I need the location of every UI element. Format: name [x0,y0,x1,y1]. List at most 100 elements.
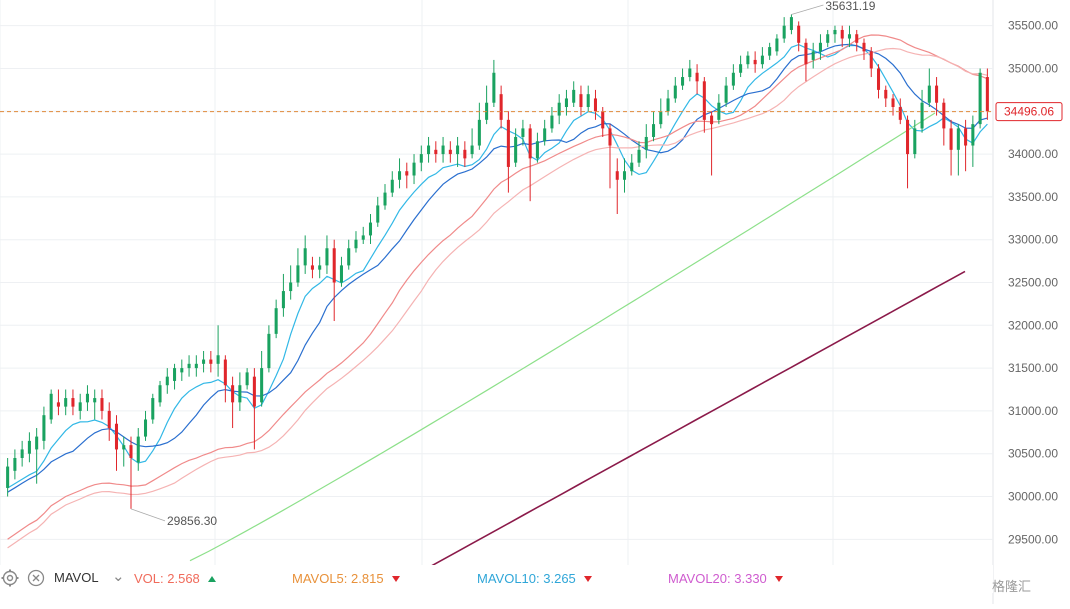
candle-body [180,368,184,373]
candle-body [434,149,438,155]
candle-body [949,128,953,150]
candle-body [419,154,423,163]
vol-label: VOL: [134,571,164,586]
candle-body [49,393,53,420]
candle-body [35,436,39,450]
candle-body [376,205,380,223]
candle-body [673,85,677,99]
candle-body [956,128,960,150]
candle-body [296,265,300,283]
candle-body [593,98,597,112]
mavol5-indicator: MAVOL5: 2.815 [292,571,401,586]
candle-body [702,81,706,120]
candles-layer [6,14,989,509]
chevron-down-icon[interactable]: ⌄ [112,568,125,585]
mavol10-label: MAVOL10: [477,571,540,586]
y-tick-label: 30000.00 [1008,490,1058,504]
candle-body [586,94,590,108]
mavol20-indicator: MAVOL20: 3.330 [668,571,784,586]
candle-body [521,128,525,137]
mavol5-value: 2.815 [351,571,384,586]
candle-body [470,145,474,155]
candle-body [122,445,126,450]
candle-body [245,372,249,386]
y-tick-label: 35500.00 [1008,19,1058,33]
candle-body [202,359,206,364]
candle-body [971,124,975,146]
candle-body [93,398,97,403]
candle-body [260,368,264,403]
candle-body [427,145,431,155]
candle-body [412,162,416,176]
high-label: 35631.19 [825,0,875,13]
candle-body [267,333,271,369]
y-tick-label: 31000.00 [1008,404,1058,418]
candle-body [920,102,924,129]
y-tick-label: 29500.00 [1008,532,1058,546]
close-icon[interactable] [27,569,45,590]
candle-body [216,355,220,364]
candle-body [935,85,939,103]
candle-body [281,291,285,309]
candle-body [898,107,902,120]
candle-body [143,419,148,437]
candle-body [136,436,140,463]
candle-body [310,265,314,270]
candle-body [608,128,612,146]
candle-body [760,55,764,65]
candle-body [85,393,89,403]
candle-body [572,89,576,103]
candle-body [13,457,17,471]
y-tick-label: 33500.00 [1008,190,1058,204]
ma-line [189,112,936,562]
watermark-logo: 格隆汇 [992,576,1031,595]
candle-body [158,385,162,403]
candle-body [383,192,387,206]
mavol20-label: MAVOL20: [668,571,731,586]
candle-body [173,368,177,381]
candle-body [906,119,910,155]
candle-body [535,141,539,159]
candle-body [368,222,373,236]
y-tick-label: 35000.00 [1008,61,1058,75]
candle-body [913,128,917,155]
candle-body [165,376,169,386]
candle-body [797,25,801,43]
candle-body [398,171,402,180]
candle-body [456,145,460,155]
candle-body [405,171,409,176]
candle-body [985,77,989,112]
low-label: 29856.30 [167,514,217,528]
candle-body [615,171,619,180]
candle-body [252,376,256,407]
indicator-name[interactable]: MAVOL [54,570,99,585]
candle-body [630,162,634,172]
y-tick-label: 32000.00 [1008,318,1058,332]
candle-body [876,68,881,90]
candle-body [811,51,815,60]
candle-body [768,47,772,56]
candle-body [223,359,227,386]
settings-icon[interactable] [1,569,19,590]
candle-body [187,363,191,369]
candle-body [448,149,452,155]
candle-body [6,466,10,488]
candle-body [579,94,583,108]
watermark-text: 格隆汇 [992,579,1032,594]
candle-body [826,34,830,43]
candle-body [601,111,605,129]
candle-body [56,402,60,407]
candle-body [339,265,343,283]
down-arrow-icon [584,576,593,582]
candle-body [688,68,692,78]
candle-body [666,98,670,112]
candle-body [71,398,75,407]
candle-body [274,308,278,334]
candle-body [659,111,663,125]
candle-body [927,85,931,103]
candle-body [499,94,503,120]
y-tick-label: 31500.00 [1008,361,1058,375]
vol-value: 2.568 [167,571,200,586]
